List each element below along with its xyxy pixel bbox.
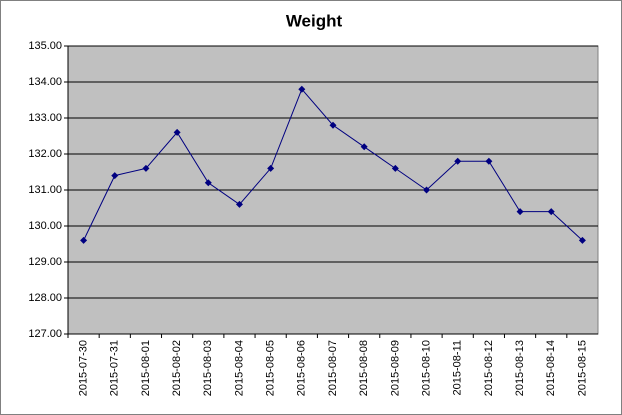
x-tick-label: 2015-08-05 [265, 340, 277, 396]
y-tick-label: 130.00 [28, 220, 62, 232]
marker [423, 186, 431, 194]
x-tick-label: 2015-08-03 [202, 340, 214, 396]
y-tick-label: 133.00 [28, 112, 62, 124]
x-tick-label: 2015-08-07 [327, 340, 339, 396]
x-tick-label: 2015-08-04 [233, 340, 245, 396]
x-tick-label: 2015-07-30 [77, 340, 89, 396]
y-tick-label: 127.00 [28, 328, 62, 340]
x-tick-label: 2015-08-02 [171, 340, 183, 396]
y-tick-label: 132.00 [28, 148, 62, 160]
marker [142, 164, 150, 172]
chart-title: Weight [286, 11, 343, 30]
x-tick-label: 2015-08-13 [514, 340, 526, 396]
marker [298, 85, 306, 93]
marker [173, 128, 181, 136]
x-tick-label: 2015-08-08 [358, 340, 370, 396]
marker [547, 208, 555, 216]
x-tick-label: 2015-08-01 [140, 340, 152, 396]
y-tick-label: 128.00 [28, 292, 62, 304]
marker [360, 143, 368, 151]
marker [267, 164, 275, 172]
x-tick-label: 2015-08-11 [452, 340, 464, 395]
marker [80, 236, 88, 244]
x-tick-label: 2015-08-14 [545, 340, 557, 396]
y-tick-label: 134.00 [28, 76, 62, 88]
marker [235, 200, 243, 208]
x-tick-label: 2015-08-12 [483, 340, 495, 396]
marker [516, 208, 524, 216]
marker [391, 164, 399, 172]
x-tick-label: 2015-07-31 [109, 340, 121, 396]
marker [578, 236, 586, 244]
x-tick-label: 2015-08-06 [296, 340, 308, 396]
x-tick-label: 2015-08-10 [420, 340, 432, 396]
y-tick-label: 131.00 [28, 184, 62, 196]
marker [111, 172, 119, 180]
x-tick-label: 2015-08-09 [389, 340, 401, 396]
marker [485, 157, 493, 165]
marker [204, 179, 212, 187]
marker [454, 157, 462, 165]
y-tick-label: 129.00 [28, 256, 62, 268]
y-tick-label: 135.00 [28, 40, 62, 52]
x-tick-label: 2015-08-15 [576, 340, 588, 396]
marker [329, 121, 337, 129]
